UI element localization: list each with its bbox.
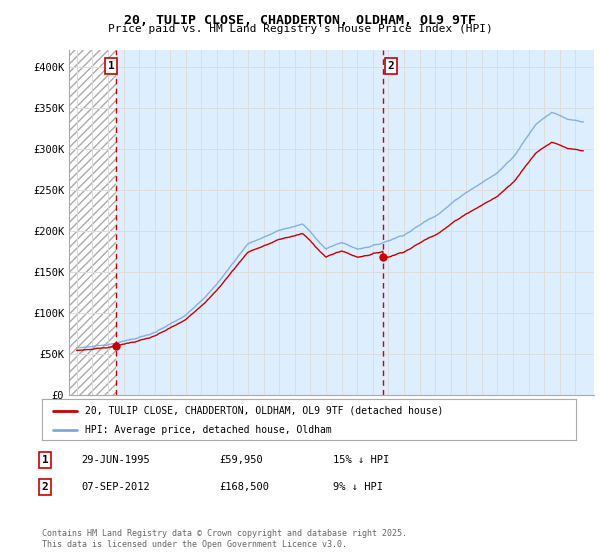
Text: 07-SEP-2012: 07-SEP-2012 <box>81 482 150 492</box>
Text: 29-JUN-1995: 29-JUN-1995 <box>81 455 150 465</box>
Bar <box>69 50 116 395</box>
Text: Price paid vs. HM Land Registry's House Price Index (HPI): Price paid vs. HM Land Registry's House … <box>107 24 493 34</box>
Text: £168,500: £168,500 <box>219 482 269 492</box>
Text: 9% ↓ HPI: 9% ↓ HPI <box>333 482 383 492</box>
Text: 2: 2 <box>41 482 49 492</box>
Text: 1: 1 <box>41 455 49 465</box>
Text: HPI: Average price, detached house, Oldham: HPI: Average price, detached house, Oldh… <box>85 424 331 435</box>
Text: 20, TULIP CLOSE, CHADDERTON, OLDHAM, OL9 9TF (detached house): 20, TULIP CLOSE, CHADDERTON, OLDHAM, OL9… <box>85 405 443 416</box>
Text: £59,950: £59,950 <box>219 455 263 465</box>
Text: Contains HM Land Registry data © Crown copyright and database right 2025.
This d: Contains HM Land Registry data © Crown c… <box>42 529 407 549</box>
Text: 2: 2 <box>388 61 395 71</box>
Text: 1: 1 <box>107 61 114 71</box>
Text: 20, TULIP CLOSE, CHADDERTON, OLDHAM, OL9 9TF: 20, TULIP CLOSE, CHADDERTON, OLDHAM, OL9… <box>124 14 476 27</box>
Text: 15% ↓ HPI: 15% ↓ HPI <box>333 455 389 465</box>
